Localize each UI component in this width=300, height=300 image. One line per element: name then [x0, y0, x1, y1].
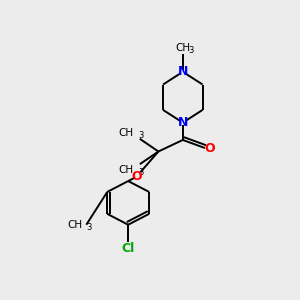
Text: 3: 3: [139, 131, 144, 140]
Text: N: N: [178, 116, 188, 129]
Text: O: O: [131, 170, 142, 183]
Text: Cl: Cl: [122, 242, 135, 255]
Text: N: N: [178, 65, 188, 78]
Text: CH: CH: [175, 43, 190, 53]
Text: 3: 3: [139, 168, 144, 177]
Text: O: O: [205, 142, 215, 155]
Text: CH: CH: [68, 220, 83, 230]
Text: 3: 3: [188, 46, 193, 55]
Text: 3: 3: [86, 223, 92, 232]
Text: CH: CH: [119, 128, 134, 138]
Text: CH: CH: [119, 165, 134, 175]
